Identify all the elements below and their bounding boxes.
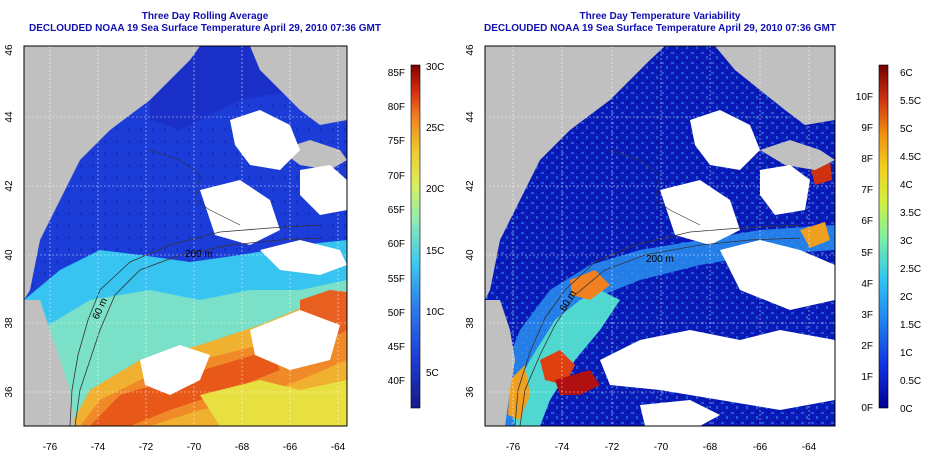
cb-label: 5F [861, 248, 873, 259]
right-colorbar [878, 64, 889, 409]
left-map-subtitle: DECLOUDED NOAA 19 Sea Surface Temperatur… [29, 23, 381, 34]
cb-label: 65F [388, 205, 405, 216]
cb-label: 75F [388, 136, 405, 147]
cb-label: 20C [426, 184, 444, 195]
cb-label: 7F [861, 185, 873, 196]
lon-tick: -72 [139, 442, 154, 453]
right-lon-ticks: -76 -74 -72 -70 -68 -66 -64 [506, 442, 817, 453]
left-lon-ticks: -76 -74 -72 -70 -68 -66 -64 [43, 442, 346, 453]
cb-label: 60F [388, 239, 405, 250]
cb-label: 45F [388, 342, 405, 353]
cb-label: 1F [861, 372, 873, 383]
right-colorbar-c-labels: 6C 5.5C 5C 4.5C 4C 3.5C 3C 2.5C 2C 1.5C … [900, 68, 921, 415]
lon-tick: -70 [654, 442, 669, 453]
lat-tick: 46 [4, 44, 15, 56]
cb-label: 70F [388, 171, 405, 182]
lat-tick: 44 [4, 111, 15, 123]
cb-label: 1C [900, 348, 913, 359]
lat-tick: 36 [4, 386, 15, 398]
right-contour-label-200m: 200 m [646, 254, 674, 265]
cb-label: 40F [388, 376, 405, 387]
lon-tick: -68 [703, 442, 718, 453]
lon-tick: -74 [91, 442, 106, 453]
cb-label: 4.5C [900, 152, 921, 163]
lat-tick: 36 [465, 386, 476, 398]
cb-label: 3C [900, 236, 913, 247]
cb-label: 85F [388, 68, 405, 79]
cb-label: 3F [861, 310, 873, 321]
right-lat-ticks: 36 38 40 42 44 46 [465, 44, 476, 398]
cb-label: 2F [861, 341, 873, 352]
left-colorbar-f-labels: 85F 80F 75F 70F 65F 60F 55F 50F 45F 40F [388, 68, 405, 387]
right-map-title: Three Day Temperature Variability [579, 11, 741, 22]
lon-tick: -72 [605, 442, 620, 453]
lon-tick: -64 [331, 442, 346, 453]
cb-label: 0.5C [900, 376, 921, 387]
left-map-frame [23, 45, 348, 427]
cb-label: 8F [861, 154, 873, 165]
cb-label: 6F [861, 216, 873, 227]
right-map-frame [484, 45, 836, 427]
left-contour-label-200m: 200 m [185, 249, 213, 260]
cb-label: 0F [861, 403, 873, 414]
right-colorbar-f-labels: 10F 9F 8F 7F 6F 5F 4F 3F 2F 1F 0F [856, 92, 873, 414]
lon-tick: -76 [506, 442, 521, 453]
cb-label: 4C [900, 180, 913, 191]
left-lat-ticks: 36 38 40 42 44 46 [4, 44, 15, 398]
lat-tick: 40 [4, 249, 15, 261]
cb-label: 55F [388, 274, 405, 285]
cb-label: 10F [856, 92, 873, 103]
lon-tick: -76 [43, 442, 58, 453]
cb-label: 80F [388, 102, 405, 113]
cb-label: 9F [861, 123, 873, 134]
lon-tick: -74 [555, 442, 570, 453]
cb-label: 50F [388, 308, 405, 319]
lat-tick: 40 [465, 249, 476, 261]
cb-label: 2C [900, 292, 913, 303]
cb-label: 5C [426, 368, 439, 379]
cb-label: 15C [426, 246, 444, 257]
lon-tick: -66 [753, 442, 768, 453]
lat-tick: 44 [465, 111, 476, 123]
left-colorbar-c-labels: 30C 25C 20C 15C 10C 5C [426, 62, 444, 379]
cb-label: 3.5C [900, 208, 921, 219]
cb-label: 5C [900, 124, 913, 135]
cb-label: 10C [426, 307, 444, 318]
left-map [24, 46, 347, 426]
left-colorbar [410, 64, 421, 409]
lon-tick: -66 [283, 442, 298, 453]
cb-label: 30C [426, 62, 444, 73]
right-map [485, 46, 835, 426]
cb-label: 2.5C [900, 264, 921, 275]
lat-tick: 38 [4, 317, 15, 329]
left-map-title: Three Day Rolling Average [141, 11, 269, 22]
right-map-subtitle: DECLOUDED NOAA 19 Sea Surface Temperatur… [484, 23, 836, 34]
lat-tick: 42 [4, 180, 15, 192]
cb-label: 6C [900, 68, 913, 79]
lon-tick: -68 [235, 442, 250, 453]
cb-label: 4F [861, 279, 873, 290]
cb-label: 25C [426, 123, 444, 134]
cb-label: 5.5C [900, 96, 921, 107]
cb-label: 0C [900, 404, 913, 415]
lon-tick: -70 [187, 442, 202, 453]
lat-tick: 46 [465, 44, 476, 56]
cb-label: 1.5C [900, 320, 921, 331]
lat-tick: 42 [465, 180, 476, 192]
lon-tick: -64 [802, 442, 817, 453]
lat-tick: 38 [465, 317, 476, 329]
